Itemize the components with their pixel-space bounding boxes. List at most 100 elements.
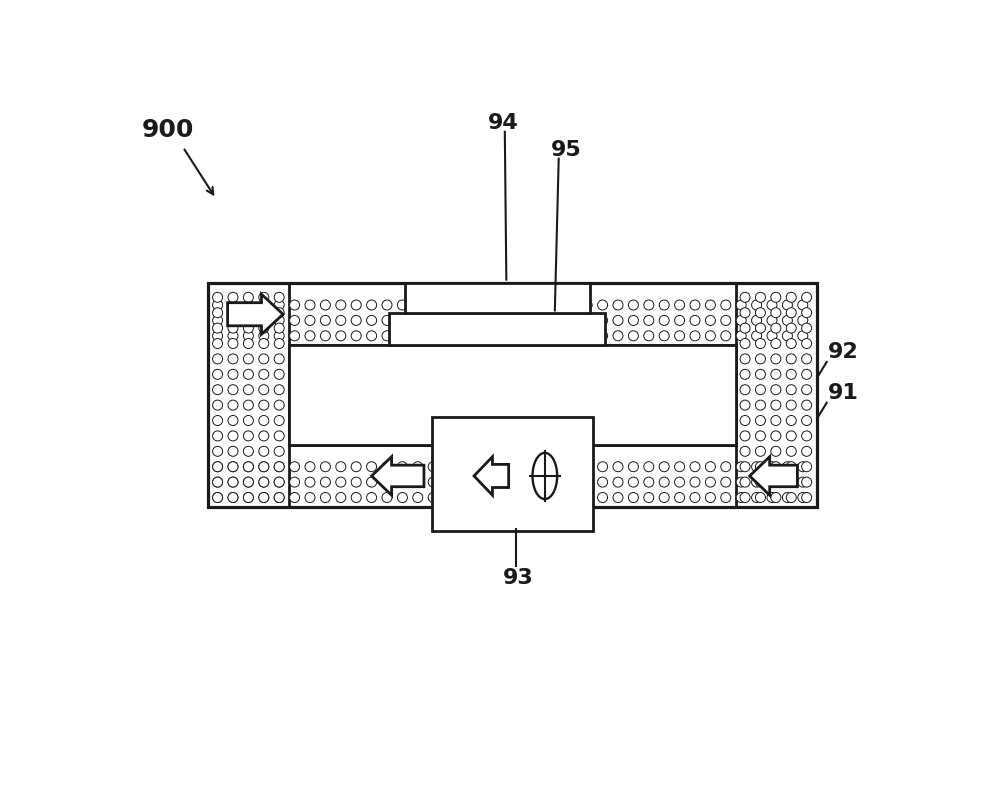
Circle shape <box>351 461 361 472</box>
Circle shape <box>598 300 608 310</box>
Circle shape <box>705 461 715 472</box>
Circle shape <box>551 331 561 340</box>
Bar <box>432 416 593 532</box>
Circle shape <box>767 477 777 487</box>
Circle shape <box>243 492 253 502</box>
Circle shape <box>474 461 484 472</box>
Circle shape <box>351 477 361 487</box>
Circle shape <box>740 400 750 410</box>
Bar <box>405 284 590 313</box>
Circle shape <box>213 492 223 502</box>
Circle shape <box>397 477 407 487</box>
Circle shape <box>213 446 223 457</box>
Circle shape <box>736 331 746 340</box>
Circle shape <box>228 492 238 502</box>
Circle shape <box>274 354 284 364</box>
Circle shape <box>721 461 731 472</box>
Circle shape <box>771 461 781 472</box>
Circle shape <box>274 338 284 348</box>
Circle shape <box>802 461 812 472</box>
Circle shape <box>274 446 284 457</box>
Circle shape <box>490 461 500 472</box>
Circle shape <box>736 315 746 325</box>
Circle shape <box>721 477 731 487</box>
Circle shape <box>567 315 577 325</box>
Circle shape <box>582 315 592 325</box>
Circle shape <box>228 416 238 426</box>
Circle shape <box>644 300 654 310</box>
Circle shape <box>613 300 623 310</box>
FancyArrow shape <box>228 294 283 334</box>
Circle shape <box>740 461 750 472</box>
Circle shape <box>531 475 541 485</box>
Circle shape <box>802 307 812 318</box>
Circle shape <box>690 315 700 325</box>
Circle shape <box>259 461 269 472</box>
Circle shape <box>274 477 284 487</box>
Circle shape <box>798 331 808 340</box>
Circle shape <box>474 477 484 487</box>
Circle shape <box>274 292 284 303</box>
Circle shape <box>577 475 587 485</box>
Circle shape <box>243 446 253 457</box>
Circle shape <box>290 300 300 310</box>
Circle shape <box>274 385 284 395</box>
Circle shape <box>305 315 315 325</box>
Circle shape <box>274 461 284 472</box>
Circle shape <box>740 446 750 457</box>
Circle shape <box>438 490 448 500</box>
Circle shape <box>675 331 685 340</box>
Circle shape <box>259 385 269 395</box>
Circle shape <box>382 461 392 472</box>
FancyArrow shape <box>750 457 797 495</box>
Circle shape <box>755 292 765 303</box>
Circle shape <box>213 331 223 340</box>
Circle shape <box>505 477 515 487</box>
Circle shape <box>438 475 448 485</box>
Circle shape <box>213 416 223 426</box>
Circle shape <box>213 477 223 487</box>
Circle shape <box>243 461 253 472</box>
Circle shape <box>536 331 546 340</box>
Circle shape <box>628 331 638 340</box>
Circle shape <box>659 315 669 325</box>
Circle shape <box>444 315 454 325</box>
Circle shape <box>228 477 238 487</box>
Circle shape <box>786 307 796 318</box>
Circle shape <box>567 477 577 487</box>
Circle shape <box>782 461 792 472</box>
Circle shape <box>490 477 500 487</box>
Circle shape <box>521 492 531 502</box>
Circle shape <box>755 369 765 379</box>
Circle shape <box>736 461 746 472</box>
Circle shape <box>413 331 423 340</box>
Bar <box>289 345 736 445</box>
Circle shape <box>243 385 253 395</box>
Circle shape <box>536 477 546 487</box>
Circle shape <box>505 461 515 472</box>
Circle shape <box>628 461 638 472</box>
Circle shape <box>351 331 361 340</box>
Circle shape <box>521 315 531 325</box>
Circle shape <box>755 446 765 457</box>
Circle shape <box>786 492 796 502</box>
Circle shape <box>736 492 746 502</box>
Text: 91: 91 <box>828 383 859 403</box>
Circle shape <box>259 369 269 379</box>
Circle shape <box>798 492 808 502</box>
Circle shape <box>786 323 796 333</box>
Circle shape <box>320 300 330 310</box>
Circle shape <box>771 338 781 348</box>
Circle shape <box>515 490 525 500</box>
Circle shape <box>740 354 750 364</box>
Circle shape <box>243 292 253 303</box>
Circle shape <box>484 460 494 469</box>
Circle shape <box>613 461 623 472</box>
Circle shape <box>243 416 253 426</box>
Circle shape <box>767 331 777 340</box>
Circle shape <box>675 492 685 502</box>
Circle shape <box>675 300 685 310</box>
Circle shape <box>628 492 638 502</box>
Circle shape <box>259 354 269 364</box>
Circle shape <box>228 461 238 472</box>
